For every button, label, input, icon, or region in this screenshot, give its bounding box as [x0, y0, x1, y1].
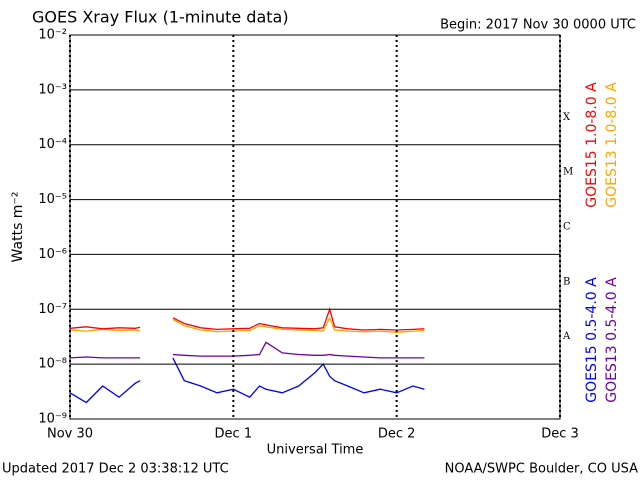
y-tick-label: 10⁻⁷ — [38, 302, 67, 317]
class-label: A — [562, 331, 571, 342]
x-axis-label: Universal Time — [267, 443, 364, 458]
series-line — [69, 341, 425, 359]
plot-area — [69, 307, 425, 404]
y-tick-label: 10⁻³ — [38, 82, 67, 97]
y-tick-label: 10⁻⁵ — [38, 192, 67, 207]
y-axis-label: Watts m⁻² — [10, 192, 26, 263]
x-tick-label: Dec 2 — [378, 427, 416, 442]
series-line — [69, 316, 425, 333]
updated-label: Updated 2017 Dec 2 03:38:12 UTC — [2, 462, 229, 477]
x-tick-label: Dec 1 — [215, 427, 253, 442]
chart-title: GOES Xray Flux (1-minute data) — [32, 8, 289, 27]
legend-entry: GOES13 0.5-4.0 A — [604, 277, 620, 403]
y-tick-label: 10⁻² — [38, 28, 67, 43]
x-tick-label: Nov 30 — [47, 427, 93, 442]
begin-label: Begin: 2017 Nov 30 0000 UTC — [440, 18, 636, 33]
class-label: X — [563, 112, 571, 123]
class-label: B — [563, 276, 570, 287]
legend-entry: GOES15 0.5-4.0 A — [584, 277, 600, 403]
legend-entry: GOES15 1.0-8.0 A — [584, 82, 600, 208]
class-label: M — [563, 167, 573, 178]
y-tick-label: 10⁻⁴ — [38, 137, 67, 152]
credit-label: NOAA/SWPC Boulder, CO USA — [445, 462, 638, 477]
y-tick-label: 10⁻⁹ — [38, 412, 67, 427]
y-tick-label: 10⁻⁶ — [38, 247, 67, 262]
series-line — [69, 357, 425, 404]
series-line — [69, 307, 425, 331]
y-tick-label: 10⁻⁸ — [38, 357, 67, 372]
legend-entry: GOES13 1.0-8.0 A — [604, 82, 620, 208]
x-tick-label: Dec 3 — [541, 427, 579, 442]
class-label: C — [563, 222, 571, 233]
